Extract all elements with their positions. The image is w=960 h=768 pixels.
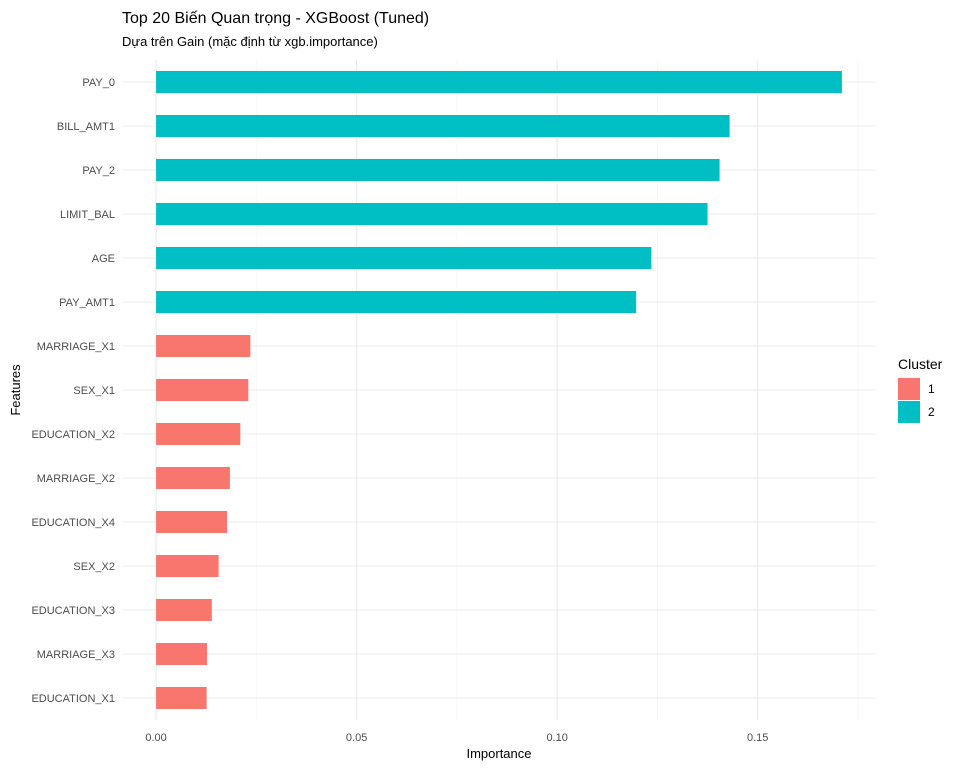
bar-marriage-x1 (156, 335, 251, 357)
legend-key-2 (898, 401, 920, 423)
legend-key-1 (898, 378, 920, 400)
bar-pay-0 (156, 71, 842, 93)
y-tick-label: EDUCATION_X2 (31, 429, 115, 441)
y-tick-label: PAY_2 (82, 165, 115, 177)
bar-pay-2 (156, 159, 720, 181)
bar-education-x4 (156, 511, 228, 533)
y-tick-label: LIMIT_BAL (60, 209, 115, 221)
bar-marriage-x2 (156, 467, 230, 489)
y-tick-label: EDUCATION_X1 (31, 693, 115, 705)
y-axis-title: Features (8, 364, 23, 416)
y-tick-label: BILL_AMT1 (57, 121, 115, 133)
bar-education-x1 (156, 687, 207, 709)
legend: Cluster 1 2 (898, 356, 943, 423)
y-tick-label: PAY_0 (82, 77, 115, 89)
bar-education-x2 (156, 423, 241, 445)
x-tick-label: 0.00 (145, 732, 166, 744)
y-tick-label: AGE (92, 253, 115, 265)
x-tick-labels: 0.00 0.05 0.10 0.15 (145, 732, 768, 744)
legend-label: 2 (928, 405, 935, 419)
y-tick-label: EDUCATION_X3 (31, 605, 115, 617)
bar-age (156, 247, 652, 269)
x-tick-label: 0.10 (546, 732, 567, 744)
bars (156, 71, 842, 709)
legend-label: 1 (928, 382, 935, 396)
y-tick-label: PAY_AMT1 (59, 297, 115, 309)
y-tick-label: MARRIAGE_X1 (37, 341, 115, 353)
x-axis-title: Importance (466, 746, 531, 761)
y-tick-label: SEX_X2 (73, 561, 115, 573)
bar-sex-x1 (156, 379, 249, 401)
y-tick-labels: PAY_0 BILL_AMT1 PAY_2 LIMIT_BAL AGE PAY_AMT1 M… (31, 77, 115, 705)
x-tick-label: 0.15 (747, 732, 768, 744)
bar-education-x3 (156, 599, 212, 621)
bar-bill-amt1 (156, 115, 730, 137)
chart-title: Top 20 Biến Quan trọng - XGBoost (Tuned) (122, 10, 429, 27)
chart-subtitle: Dựa trên Gain (mặc định từ xgb.importanc… (122, 34, 378, 49)
y-tick-label: MARRIAGE_X2 (37, 473, 115, 485)
bar-limit-bal (156, 203, 708, 225)
y-tick-label: MARRIAGE_X3 (37, 649, 115, 661)
y-tick-label: SEX_X1 (73, 385, 115, 397)
x-tick-label: 0.05 (346, 732, 367, 744)
legend-title: Cluster (898, 356, 943, 372)
bar-marriage-x3 (156, 643, 208, 665)
bar-sex-x2 (156, 555, 219, 577)
bar-pay-amt1 (156, 291, 637, 313)
y-tick-label: EDUCATION_X4 (31, 517, 115, 529)
